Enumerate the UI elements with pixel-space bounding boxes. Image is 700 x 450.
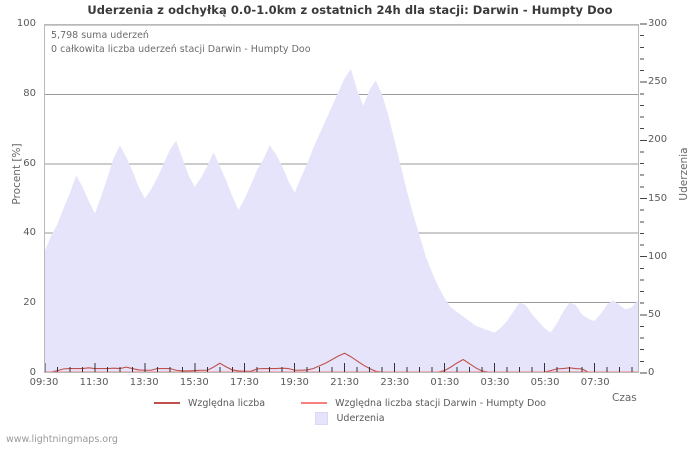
chart-legend: Względna liczba Względna liczba stacji D…: [0, 396, 700, 430]
legend-line-swatch-relative-count: [153, 402, 180, 404]
x-axis-tick-label: 21:30: [330, 377, 360, 388]
annotation-total-strokes: 5,798 suma uderzeń: [51, 30, 149, 41]
x-axis-tick-label: 19:30: [280, 377, 309, 388]
x-axis-title: Czas: [612, 392, 637, 404]
legend-item-strikes[interactable]: Uderzenia: [315, 411, 385, 425]
y-axis-right-tick-label: 50: [648, 308, 661, 320]
y-axis-right-tickmarks: [640, 23, 647, 374]
x-axis-tick-label: 09:30: [29, 377, 59, 388]
y-axis-right-tick-label: 150: [648, 192, 668, 204]
y-axis-left-tick-label: 20: [23, 297, 36, 309]
x-axis-tick-label: 15:30: [179, 377, 209, 388]
legend-row-secondary: Uderzenia: [0, 411, 700, 425]
y-axis-right-tick-label: 250: [648, 76, 668, 88]
annotation-station-strokes: 0 całkowita liczba uderzeń stacji Darwin…: [51, 44, 311, 55]
y-axis-left-tick-label: 80: [23, 87, 36, 99]
line-series-relative-count: [45, 352, 638, 372]
y-axis-right-title: Uderzenia: [678, 147, 690, 201]
y-axis-left-tick-label: 40: [23, 227, 36, 239]
x-axis-tick-label: 01:30: [430, 377, 460, 388]
legend-row-primary: Względna liczba Względna liczba stacji D…: [0, 396, 700, 410]
y-axis-left-title: Procent [%]: [11, 143, 23, 205]
x-axis-tick-label: 03:30: [480, 377, 510, 388]
x-tickmarks: [45, 363, 633, 372]
page-title: Uderzenia z odchyłką 0.0-1.0km z ostatni…: [87, 3, 613, 17]
area-series-strikes: [45, 68, 638, 372]
y-axis-right-tick-label: 0: [648, 367, 655, 378]
plot-canvas: [45, 25, 638, 372]
y-axis-right-tick-label: 200: [648, 134, 668, 146]
x-axis-tick-label: 05:30: [530, 377, 560, 388]
plot-area: 5,798 suma uderzeń 0 całkowita liczba ud…: [44, 24, 639, 373]
x-axis-tick-label: 23:30: [380, 377, 410, 388]
y-axis-left-tick-label: 100: [16, 18, 36, 29]
y-axis-right-tick-label: 300: [648, 18, 668, 29]
legend-label-relative-count: Względna liczba: [187, 397, 266, 409]
x-axis-tick-label: 13:30: [129, 377, 159, 388]
legend-item-relative-count[interactable]: Względna liczba: [153, 397, 266, 409]
legend-line-swatch-relative-station: [301, 402, 328, 404]
legend-box-swatch-strikes: [315, 411, 329, 425]
legend-label-strikes: Uderzenia: [336, 412, 385, 424]
legend-item-relative-station[interactable]: Względna liczba stacji Darwin - Humpty D…: [301, 398, 546, 409]
legend-label-relative-station: Względna liczba stacji Darwin - Humpty D…: [335, 397, 546, 409]
footer-url: www.lightningmaps.org: [6, 434, 118, 445]
y-axis-left-tick-label: 0: [29, 367, 36, 378]
y-axis-left-tick-label: 60: [23, 157, 36, 169]
y-axis-right-tick-label: 100: [648, 250, 668, 262]
x-axis-tick-label: 11:30: [79, 377, 109, 388]
x-axis-tick-label: 07:30: [580, 377, 610, 388]
x-axis-tick-label: 17:30: [229, 377, 259, 388]
